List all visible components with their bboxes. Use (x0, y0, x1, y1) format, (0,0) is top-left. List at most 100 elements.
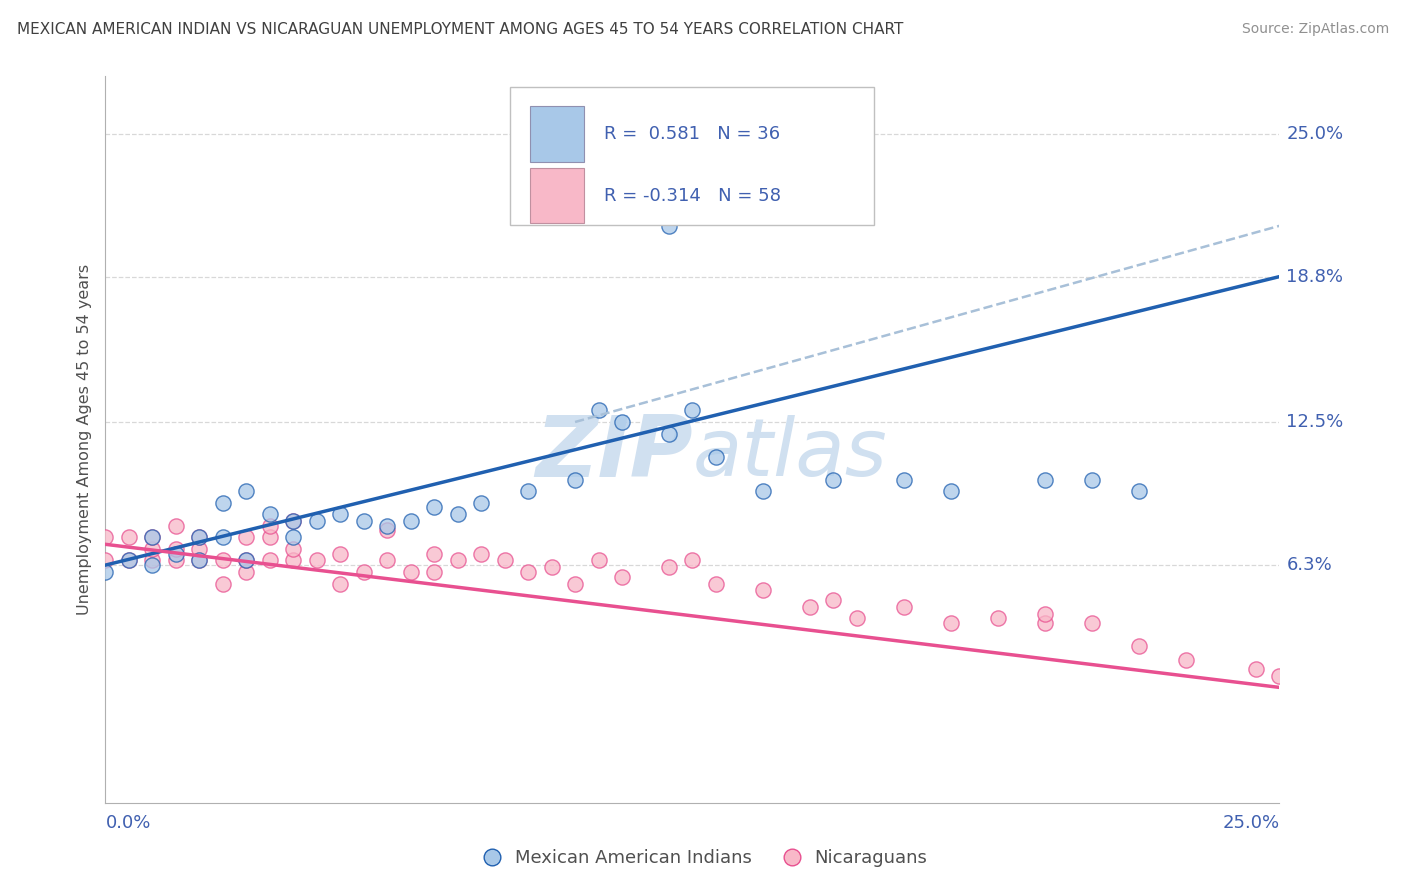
Point (1174, 653, 1197, 667)
Point (188, 530, 211, 544)
Point (259, 519, 281, 533)
Point (118, 553, 141, 567)
Point (752, 583, 775, 598)
Point (329, 547, 352, 561)
Point (94, 553, 117, 567)
Point (235, 484, 257, 499)
Text: 25.0%: 25.0% (1222, 814, 1279, 832)
Text: 12.5%: 12.5% (1286, 413, 1344, 431)
Point (752, 484, 775, 499)
Point (823, 592, 845, 607)
Point (188, 553, 211, 567)
FancyBboxPatch shape (530, 106, 585, 161)
Point (1080, 473, 1102, 487)
Point (305, 514, 328, 528)
Point (235, 530, 257, 544)
Text: 18.8%: 18.8% (1286, 268, 1344, 285)
Point (823, 473, 845, 487)
Text: atlas: atlas (692, 415, 887, 493)
Point (353, 565, 375, 579)
Point (564, 473, 586, 487)
Point (375, 553, 398, 567)
Point (353, 514, 375, 528)
Point (588, 403, 610, 417)
Point (658, 426, 681, 441)
Point (893, 473, 915, 487)
Point (211, 530, 233, 544)
Point (165, 541, 187, 556)
Point (1128, 639, 1150, 653)
Point (564, 576, 586, 591)
Point (939, 484, 962, 499)
Point (235, 553, 257, 567)
Text: 6.3%: 6.3% (1286, 556, 1333, 574)
Text: 0.0%: 0.0% (105, 814, 150, 832)
Point (1080, 615, 1102, 630)
Point (165, 553, 187, 567)
Point (893, 599, 915, 614)
Y-axis label: Unemployment Among Ages 45 to 54 years: Unemployment Among Ages 45 to 54 years (76, 264, 91, 615)
Point (259, 553, 281, 567)
Point (94, 565, 117, 579)
Point (1244, 662, 1267, 676)
Point (446, 508, 468, 522)
Point (141, 553, 163, 567)
Point (375, 519, 398, 533)
Text: 25.0%: 25.0% (1286, 125, 1344, 143)
Point (259, 530, 281, 544)
Point (517, 484, 540, 499)
Point (235, 565, 257, 579)
Point (211, 576, 233, 591)
Point (375, 524, 398, 538)
Point (211, 496, 233, 510)
Text: Source: ZipAtlas.com: Source: ZipAtlas.com (1241, 22, 1389, 37)
Point (987, 611, 1010, 625)
Point (1128, 484, 1150, 499)
Point (165, 519, 187, 533)
Point (188, 530, 211, 544)
Point (1268, 669, 1291, 683)
Point (211, 553, 233, 567)
Point (141, 541, 163, 556)
Point (423, 565, 446, 579)
Point (446, 553, 468, 567)
Point (588, 553, 610, 567)
FancyBboxPatch shape (510, 87, 875, 225)
Point (329, 576, 352, 591)
Point (658, 560, 681, 574)
Text: ZIP: ZIP (534, 412, 692, 495)
Point (939, 615, 962, 630)
Point (141, 558, 163, 573)
Text: MEXICAN AMERICAN INDIAN VS NICARAGUAN UNEMPLOYMENT AMONG AGES 45 TO 54 YEARS COR: MEXICAN AMERICAN INDIAN VS NICARAGUAN UN… (17, 22, 903, 37)
Point (423, 547, 446, 561)
Point (259, 508, 281, 522)
Point (399, 514, 422, 528)
Point (845, 611, 868, 625)
Point (1033, 607, 1056, 621)
Point (399, 565, 422, 579)
Point (1033, 473, 1056, 487)
Point (141, 530, 163, 544)
Point (141, 530, 163, 544)
FancyBboxPatch shape (530, 169, 585, 223)
Point (283, 553, 305, 567)
Point (329, 508, 352, 522)
Point (283, 530, 305, 544)
Point (235, 553, 257, 567)
Point (517, 565, 540, 579)
Point (283, 541, 305, 556)
Legend: Mexican American Indians, Nicaraguans: Mexican American Indians, Nicaraguans (471, 842, 935, 874)
Point (118, 553, 141, 567)
Point (165, 547, 187, 561)
Point (658, 219, 681, 233)
Point (283, 514, 305, 528)
Point (470, 547, 492, 561)
Point (610, 569, 633, 583)
Point (540, 560, 562, 574)
Point (94, 530, 117, 544)
Point (704, 450, 727, 464)
Point (494, 553, 516, 567)
Point (681, 403, 703, 417)
Point (188, 553, 211, 567)
Point (470, 496, 492, 510)
